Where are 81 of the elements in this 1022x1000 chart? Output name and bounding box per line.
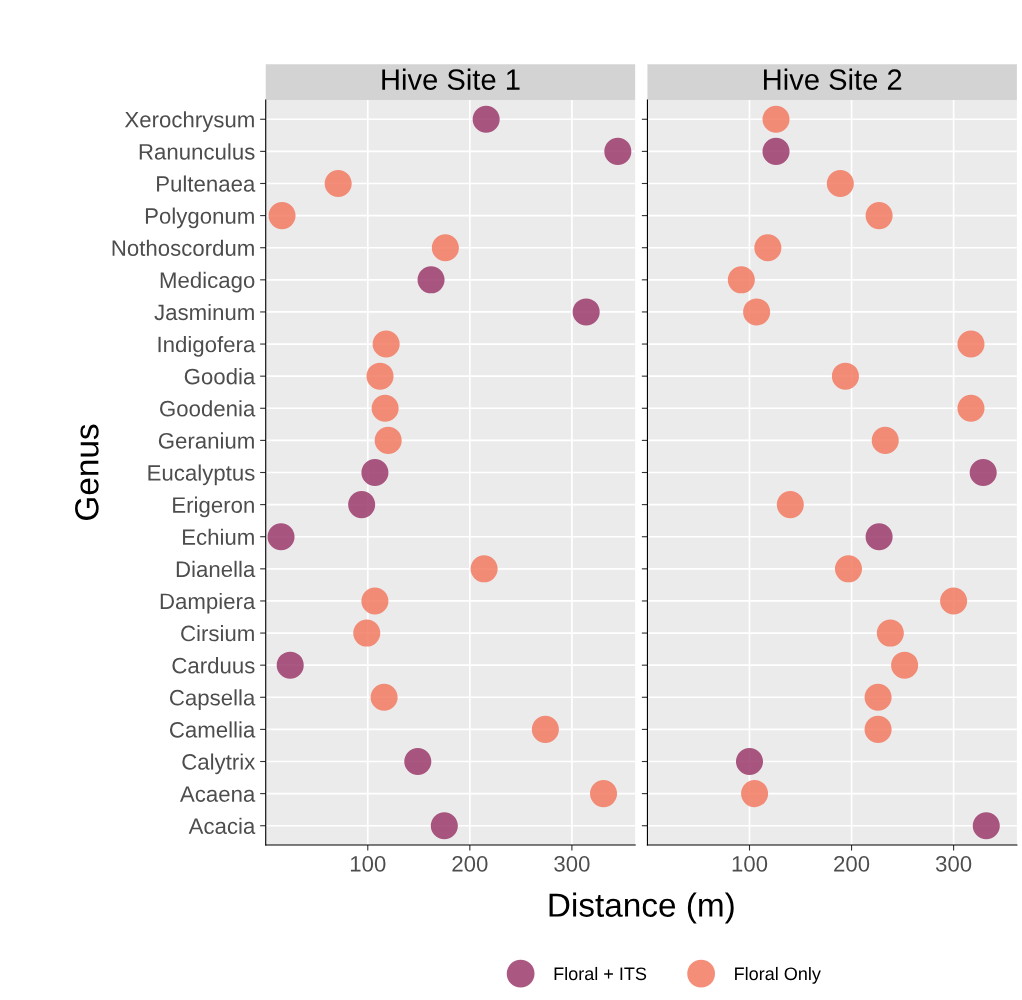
y-tick-label: Goodenia [160,400,256,417]
point [366,362,394,390]
point [371,394,399,422]
point [604,137,632,165]
point [372,330,400,358]
point [353,619,381,647]
point [727,266,755,294]
y-tick-label: Cirsium [181,625,254,642]
point [276,651,304,679]
y-tick-label: Erigeron [173,496,254,518]
y-tick-label: Goodia [184,368,256,385]
x-tick-label: 300 [554,856,590,872]
point [268,202,296,230]
chart-title: Hive Site 1 [382,68,520,90]
point [361,458,389,487]
point [417,266,445,294]
point [430,812,458,840]
point [865,523,893,551]
point [864,715,892,743]
y-tick-label: Dampiera [160,592,256,614]
y-tick-label: Nothoscordum [112,239,254,256]
y-tick-label: Dianella [176,560,256,578]
y-tick-label: Capsella [169,689,256,710]
point [404,747,432,776]
point [891,651,919,679]
point [831,362,859,390]
point [741,780,769,808]
x-tick-label: 200 [834,856,870,872]
point [864,683,892,711]
point [762,137,790,165]
x-tick-label: 100 [732,856,768,872]
x-tick-label: 100 [350,856,386,872]
point [735,747,764,776]
point [470,555,498,583]
y-tick-label: Jasminum [154,303,254,321]
point [754,234,782,262]
point [374,426,402,454]
x-tick-label: 300 [935,856,972,872]
point [431,234,459,262]
point [361,587,389,615]
point [324,169,352,198]
point [865,202,893,230]
point [590,780,618,808]
y-tick-label: Polygonum [145,207,254,229]
y-tick-label: Medicago [160,271,255,293]
y-tick-label: Calytrix [182,753,256,775]
point [969,458,997,487]
point [531,715,559,743]
point [876,619,904,647]
y-tick-label: Xerochrysum [124,111,254,132]
y-tick-label: Camellia [169,721,256,738]
chart-title: Hive Site 2 [764,68,902,90]
point [834,555,863,583]
y-tick-label: Indigofera [158,336,256,357]
point [472,105,500,133]
y-tick-label: Pultenaea [157,175,256,192]
legend-label: Floral + ITS [554,966,647,981]
point [370,683,398,711]
y-tick-label: Echium [183,528,254,545]
y-tick-label: Acaena [179,786,256,802]
point [957,330,985,358]
point [957,394,985,422]
point [743,298,771,326]
point [776,491,804,519]
point [572,298,600,326]
y-tick-label: Carduus [172,657,255,674]
x-axis-title: Distance (m) [549,892,734,924]
point [940,587,968,615]
y-axis-title: Genus [75,424,99,520]
point [762,105,790,133]
point [871,426,899,454]
point [267,523,295,551]
y-tick-label: Geranium [158,432,254,449]
y-tick-label: Eucalyptus [148,464,255,486]
x-tick-label: 200 [452,856,488,872]
y-tick-label: Ranunculus [139,143,255,160]
legend-label: Floral Only [735,966,821,984]
y-tick-label: Acacia [188,817,256,834]
point [826,169,854,198]
point [348,491,376,519]
point [972,812,1000,840]
